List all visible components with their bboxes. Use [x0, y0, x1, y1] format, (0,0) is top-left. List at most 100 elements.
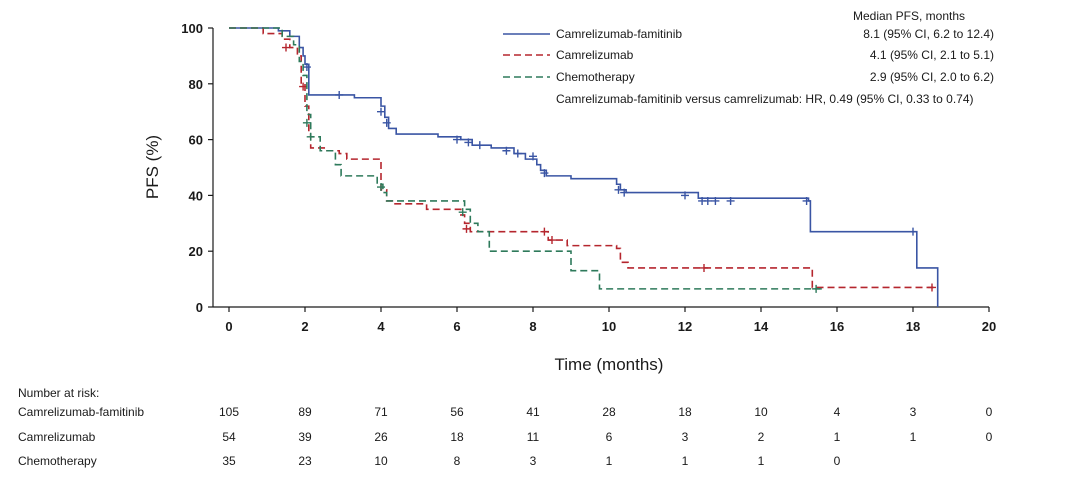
risk-row-label: Chemotherapy	[18, 454, 97, 468]
censor-mark	[909, 227, 917, 236]
risk-count: 39	[298, 430, 312, 444]
censor-mark	[502, 146, 511, 155]
legend-label: Chemotherapy	[556, 70, 635, 84]
censor-mark	[458, 208, 467, 217]
censor-mark	[335, 90, 344, 99]
censor-mark	[382, 118, 391, 127]
risk-count: 6	[606, 430, 613, 444]
legend-label: Camrelizumab	[556, 48, 634, 62]
x-tick-label: 14	[754, 319, 769, 334]
legend-median: 4.1 (95% CI, 2.1 to 5.1)	[870, 48, 994, 62]
censor-mark	[620, 188, 629, 197]
y-tick-label: 20	[189, 244, 203, 259]
censor-mark	[462, 224, 471, 233]
risk-row-label: Camrelizumab	[18, 430, 96, 444]
x-tick-label: 20	[982, 319, 996, 334]
risk-count: 54	[222, 430, 236, 444]
risk-count: 1	[834, 430, 841, 444]
censor-mark	[802, 196, 811, 205]
censor-mark	[700, 263, 708, 272]
censor-mark	[302, 118, 311, 127]
risk-count: 1	[606, 454, 613, 468]
risk-count: 1	[758, 454, 765, 468]
risk-count: 28	[602, 405, 616, 419]
risk-count: 4	[834, 405, 841, 419]
censor-mark	[282, 43, 290, 52]
legend-label: Camrelizumab-famitinib	[556, 27, 682, 41]
risk-count: 8	[454, 454, 461, 468]
risk-count: 2	[758, 430, 765, 444]
y-tick-label: 100	[181, 21, 203, 36]
censor-mark	[529, 152, 537, 161]
risk-count: 3	[682, 430, 689, 444]
censor-mark	[475, 141, 484, 150]
risk-count: 10	[374, 454, 388, 468]
censor-mark	[711, 196, 720, 205]
risk-count: 11	[527, 430, 540, 444]
x-tick-label: 0	[225, 319, 232, 334]
series-2	[229, 27, 822, 293]
censor-mark	[681, 191, 689, 200]
censor-mark	[928, 283, 936, 292]
legend: Median PFS, months Camrelizumab-famitinib…	[503, 9, 994, 106]
risk-table: Number at risk:Camrelizumab-famitinib 105…	[18, 386, 993, 468]
censor-mark	[299, 82, 308, 91]
risk-count: 3	[530, 454, 537, 468]
censor-mark	[302, 63, 311, 72]
legend-header: Median PFS, months	[853, 9, 965, 23]
km-curve-2	[229, 27, 822, 290]
x-tick-label: 18	[906, 319, 920, 334]
risk-row-label: Camrelizumab-famitinib	[18, 405, 144, 419]
axes: 0 2 4 6 8 10 12 14 16 18 20 0 20 40 60 80 100 Time (month…	[143, 21, 996, 374]
censor-mark	[548, 236, 556, 245]
y-tick-label: 60	[189, 133, 203, 148]
risk-count: 71	[374, 405, 388, 419]
risk-count: 1	[910, 430, 917, 444]
risk-count: 1	[682, 454, 689, 468]
censor-mark	[540, 169, 549, 178]
x-tick-label: 6	[453, 319, 460, 334]
censor-mark	[464, 138, 473, 147]
censor-mark	[453, 135, 461, 144]
x-tick-label: 4	[377, 319, 385, 334]
censor-mark	[377, 107, 385, 116]
risk-count: 18	[450, 430, 464, 444]
risk-count: 0	[834, 454, 841, 468]
risk-count: 89	[298, 405, 312, 419]
risk-count: 56	[450, 405, 464, 419]
legend-median: 8.1 (95% CI, 6.2 to 12.4)	[863, 27, 994, 41]
series-0	[229, 27, 939, 307]
x-axis-title: Time (months)	[555, 355, 664, 374]
censor-mark	[377, 183, 385, 192]
y-tick-label: 80	[189, 77, 203, 92]
x-tick-label: 8	[529, 319, 536, 334]
risk-count: 10	[754, 405, 768, 419]
series-1	[229, 27, 936, 292]
risk-table-title: Number at risk:	[18, 386, 99, 400]
y-tick-label: 40	[189, 188, 203, 203]
censor-mark	[614, 185, 623, 194]
x-tick-label: 10	[602, 319, 616, 334]
censor-mark	[513, 149, 522, 158]
risk-count: 0	[986, 430, 993, 444]
legend-median: 2.9 (95% CI, 2.0 to 6.2)	[870, 70, 994, 84]
x-tick-label: 12	[678, 319, 692, 334]
risk-count: 105	[219, 405, 239, 419]
hazard-ratio-text: Camrelizumab-famitinib versus camrelizum…	[556, 92, 974, 106]
censor-mark	[703, 196, 712, 205]
series-layer	[229, 27, 939, 307]
risk-count: 18	[678, 405, 692, 419]
km-curve-1	[229, 27, 936, 289]
risk-count: 3	[910, 405, 917, 419]
y-tick-label: 0	[196, 300, 203, 315]
risk-count: 23	[298, 454, 312, 468]
risk-count: 41	[526, 405, 540, 419]
censor-mark	[540, 227, 549, 236]
risk-count: 35	[222, 454, 236, 468]
x-tick-label: 16	[830, 319, 844, 334]
x-tick-label: 2	[301, 319, 308, 334]
censor-mark	[812, 284, 821, 293]
risk-count: 0	[986, 405, 993, 419]
censor-mark	[306, 132, 315, 141]
